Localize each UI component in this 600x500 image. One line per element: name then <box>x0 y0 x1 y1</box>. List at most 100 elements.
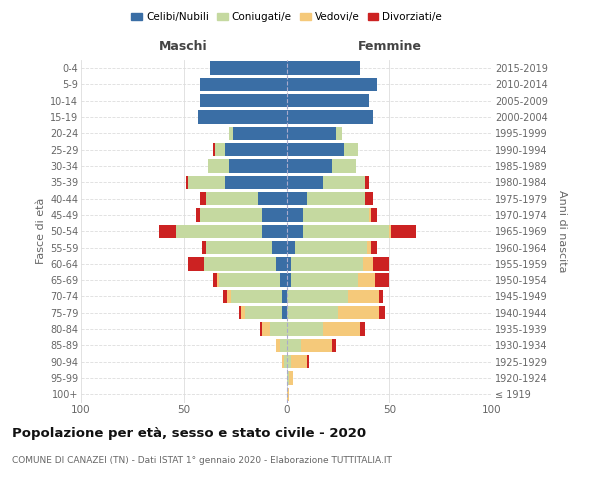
Bar <box>283 355 284 368</box>
Bar <box>379 290 383 303</box>
Bar <box>361 322 365 336</box>
Bar <box>202 241 206 254</box>
Bar <box>241 306 245 320</box>
Bar <box>258 192 287 205</box>
Bar <box>212 274 217 287</box>
Bar <box>307 192 365 205</box>
Bar <box>373 257 389 270</box>
Bar <box>348 290 379 303</box>
Bar <box>200 208 262 222</box>
Bar <box>176 224 262 238</box>
Bar <box>159 224 176 238</box>
Bar <box>323 322 361 336</box>
Bar <box>358 274 375 287</box>
Bar <box>303 224 389 238</box>
Bar <box>283 290 287 303</box>
Bar <box>233 126 287 140</box>
Bar <box>229 126 233 140</box>
Bar <box>287 160 332 172</box>
Bar <box>287 338 301 352</box>
Bar <box>260 322 262 336</box>
Bar <box>287 224 303 238</box>
Bar <box>276 257 287 270</box>
Bar <box>391 224 416 238</box>
Text: COMUNE DI CANAZEI (TN) - Dati ISTAT 1° gennaio 2020 - Elaborazione TUTTITALIA.IT: COMUNE DI CANAZEI (TN) - Dati ISTAT 1° g… <box>12 456 392 465</box>
Bar <box>287 241 295 254</box>
Bar <box>262 208 287 222</box>
Bar <box>227 290 231 303</box>
Y-axis label: Anni di nascita: Anni di nascita <box>557 190 567 272</box>
Bar <box>208 160 229 172</box>
Bar <box>206 192 258 205</box>
Bar <box>287 126 336 140</box>
Bar <box>287 94 369 108</box>
Bar <box>212 143 215 156</box>
Bar <box>280 338 287 352</box>
Bar <box>303 208 369 222</box>
Bar <box>217 274 218 287</box>
Bar <box>362 257 373 270</box>
Bar <box>287 176 323 189</box>
Bar <box>290 257 362 270</box>
Bar <box>371 208 377 222</box>
Bar <box>200 94 287 108</box>
Bar <box>225 143 287 156</box>
Bar <box>323 176 365 189</box>
Bar <box>289 372 293 384</box>
Bar <box>200 192 206 205</box>
Y-axis label: Fasce di età: Fasce di età <box>35 198 46 264</box>
Bar <box>365 176 369 189</box>
Bar <box>283 306 287 320</box>
Bar <box>280 274 287 287</box>
Bar <box>287 355 290 368</box>
Bar <box>332 338 336 352</box>
Bar <box>369 208 371 222</box>
Bar <box>205 257 276 270</box>
Bar <box>231 290 283 303</box>
Bar <box>307 355 309 368</box>
Bar <box>284 355 287 368</box>
Bar <box>379 306 385 320</box>
Bar <box>371 241 377 254</box>
Bar <box>196 208 200 222</box>
Bar <box>198 110 287 124</box>
Bar <box>218 274 280 287</box>
Bar <box>295 241 367 254</box>
Bar <box>287 388 289 401</box>
Bar <box>287 62 361 75</box>
Bar <box>229 160 287 172</box>
Bar <box>287 110 373 124</box>
Bar <box>272 241 287 254</box>
Legend: Celibi/Nubili, Coniugati/e, Vedovi/e, Divorziati/e: Celibi/Nubili, Coniugati/e, Vedovi/e, Di… <box>127 8 446 26</box>
Bar <box>287 372 289 384</box>
Bar <box>287 208 303 222</box>
Bar <box>367 241 371 254</box>
Bar <box>301 338 332 352</box>
Bar <box>262 224 287 238</box>
Bar <box>245 306 283 320</box>
Bar <box>287 192 307 205</box>
Bar <box>276 338 280 352</box>
Text: Maschi: Maschi <box>159 40 208 54</box>
Bar <box>287 274 290 287</box>
Bar <box>287 143 344 156</box>
Bar <box>211 62 287 75</box>
Bar <box>375 274 389 287</box>
Bar <box>365 192 373 205</box>
Bar <box>344 143 358 156</box>
Bar <box>338 306 379 320</box>
Bar <box>287 322 323 336</box>
Bar <box>287 290 348 303</box>
Bar <box>270 322 287 336</box>
Bar <box>225 176 287 189</box>
Bar <box>186 176 188 189</box>
Bar <box>188 257 205 270</box>
Bar <box>290 274 358 287</box>
Bar <box>332 160 356 172</box>
Bar <box>287 306 338 320</box>
Text: Femmine: Femmine <box>358 40 421 54</box>
Bar <box>290 355 307 368</box>
Bar <box>239 306 241 320</box>
Bar <box>223 290 227 303</box>
Bar <box>287 257 290 270</box>
